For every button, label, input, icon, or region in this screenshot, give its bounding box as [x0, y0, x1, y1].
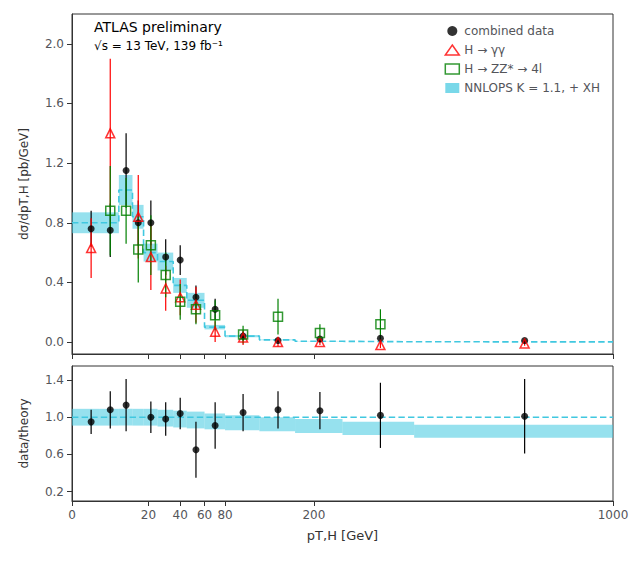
svg-text:H → ZZ* → 4l: H → ZZ* → 4l — [464, 62, 542, 76]
svg-text:1000: 1000 — [598, 508, 629, 522]
svg-text:1.0: 1.0 — [45, 410, 64, 424]
svg-text:0.6: 0.6 — [45, 447, 64, 461]
svg-text:ATLAS preliminary: ATLAS preliminary — [94, 19, 222, 35]
svg-text:80: 80 — [217, 508, 232, 522]
svg-text:0.2: 0.2 — [45, 485, 64, 499]
svg-text:0.8: 0.8 — [45, 216, 64, 230]
svg-text:data/theory: data/theory — [17, 398, 31, 468]
svg-text:0: 0 — [68, 508, 76, 522]
svg-text:1.6: 1.6 — [45, 96, 64, 110]
svg-text:40: 40 — [173, 508, 188, 522]
svg-text:20: 20 — [141, 508, 156, 522]
svg-text:0.4: 0.4 — [45, 275, 64, 289]
svg-text:60: 60 — [197, 508, 212, 522]
svg-text:√s = 13 TeV, 139 fb⁻¹: √s = 13 TeV, 139 fb⁻¹ — [94, 39, 223, 53]
svg-text:0.0: 0.0 — [45, 335, 64, 349]
svg-text:1.2: 1.2 — [45, 156, 64, 170]
svg-text:combined data: combined data — [464, 24, 554, 38]
svg-text:2.0: 2.0 — [45, 37, 64, 51]
svg-text:1.4: 1.4 — [45, 373, 64, 387]
svg-text:NNLOPS K = 1.1, + XH: NNLOPS K = 1.1, + XH — [464, 81, 600, 95]
svg-text:dσ/dpT,H [pb/GeV]: dσ/dpT,H [pb/GeV] — [17, 128, 31, 240]
svg-text:200: 200 — [302, 508, 325, 522]
svg-text:H → γγ: H → γγ — [464, 43, 505, 57]
svg-text:pT,H [GeV]: pT,H [GeV] — [307, 528, 378, 543]
